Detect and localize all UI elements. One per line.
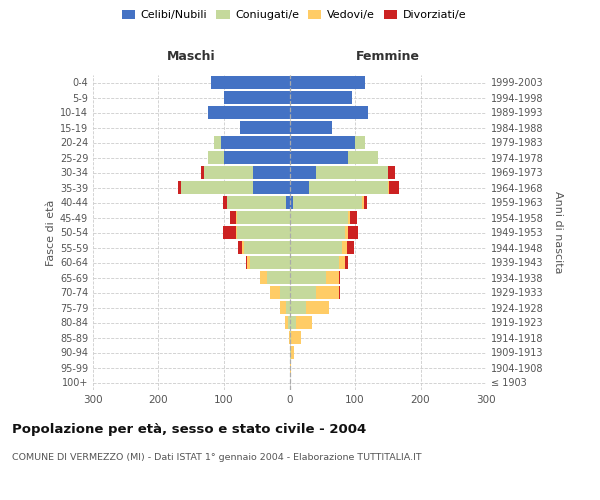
Bar (362, 196, 364, 209)
Bar (290, 241, 342, 254)
Y-axis label: Fasce di età: Fasce di età (46, 200, 56, 266)
Y-axis label: Anni di nascita: Anni di nascita (553, 191, 563, 274)
Bar (293, 196, 362, 209)
Bar (349, 226, 358, 239)
Bar (290, 331, 292, 344)
Bar (296, 316, 313, 329)
Bar (388, 181, 389, 194)
Bar (289, 331, 290, 344)
Text: COMUNE DI VERMEZZO (MI) - Dati ISTAT 1° gennaio 2004 - Elaborazione TUTTITALIA.I: COMUNE DI VERMEZZO (MI) - Dati ISTAT 1° … (12, 452, 422, 462)
Bar (223, 196, 227, 209)
Bar (290, 301, 306, 314)
Bar (230, 211, 236, 224)
Bar (260, 271, 266, 284)
Bar (236, 211, 237, 224)
Bar (214, 136, 221, 149)
Bar (280, 301, 286, 314)
Bar (290, 151, 349, 164)
Bar (290, 106, 368, 119)
Bar (290, 196, 293, 209)
Bar (292, 331, 301, 344)
Bar (316, 286, 338, 299)
Bar (364, 196, 367, 209)
Bar (345, 256, 349, 269)
Bar (290, 346, 291, 359)
Text: Maschi: Maschi (167, 50, 215, 62)
Bar (227, 196, 286, 209)
Bar (286, 301, 290, 314)
Bar (286, 196, 290, 209)
Text: Popolazione per età, sesso e stato civile - 2004: Popolazione per età, sesso e stato civil… (12, 422, 366, 436)
Bar (338, 256, 345, 269)
Bar (290, 226, 345, 239)
Bar (345, 226, 349, 239)
Bar (290, 76, 365, 89)
Bar (270, 286, 280, 299)
Bar (290, 91, 352, 104)
Bar (178, 181, 181, 194)
Bar (316, 166, 388, 179)
Bar (245, 256, 247, 269)
Bar (238, 241, 242, 254)
Bar (326, 271, 338, 284)
Bar (290, 211, 349, 224)
Bar (355, 136, 365, 149)
Bar (290, 286, 316, 299)
Bar (237, 226, 290, 239)
Legend: Celibi/Nubili, Coniugati/e, Vedovi/e, Divorziati/e: Celibi/Nubili, Coniugati/e, Vedovi/e, Di… (118, 6, 470, 25)
Text: Femmine: Femmine (356, 50, 420, 62)
Bar (290, 166, 316, 179)
Bar (208, 106, 290, 119)
Bar (236, 226, 237, 239)
Bar (338, 271, 340, 284)
Bar (242, 241, 244, 254)
Bar (389, 181, 399, 194)
Bar (290, 256, 338, 269)
Bar (309, 181, 388, 194)
Bar (290, 361, 291, 374)
Bar (288, 316, 290, 329)
Bar (280, 286, 290, 299)
Bar (285, 316, 288, 329)
Bar (342, 241, 347, 254)
Bar (250, 256, 290, 269)
Bar (349, 211, 350, 224)
Bar (290, 316, 296, 329)
Bar (244, 241, 290, 254)
Bar (247, 256, 250, 269)
Bar (290, 181, 309, 194)
Bar (350, 211, 357, 224)
Bar (205, 166, 253, 179)
Bar (306, 301, 329, 314)
Bar (266, 271, 290, 284)
Bar (290, 271, 326, 284)
Bar (237, 211, 290, 224)
Bar (224, 91, 290, 104)
Bar (223, 226, 236, 239)
Bar (253, 181, 290, 194)
Bar (211, 76, 290, 89)
Bar (347, 241, 353, 254)
Bar (208, 151, 224, 164)
Bar (349, 151, 378, 164)
Bar (291, 346, 294, 359)
Bar (201, 166, 205, 179)
Bar (241, 121, 290, 134)
Bar (221, 136, 290, 149)
Bar (181, 181, 253, 194)
Bar (388, 166, 395, 179)
Bar (290, 121, 332, 134)
Bar (253, 166, 290, 179)
Bar (224, 151, 290, 164)
Bar (338, 286, 340, 299)
Bar (290, 136, 355, 149)
